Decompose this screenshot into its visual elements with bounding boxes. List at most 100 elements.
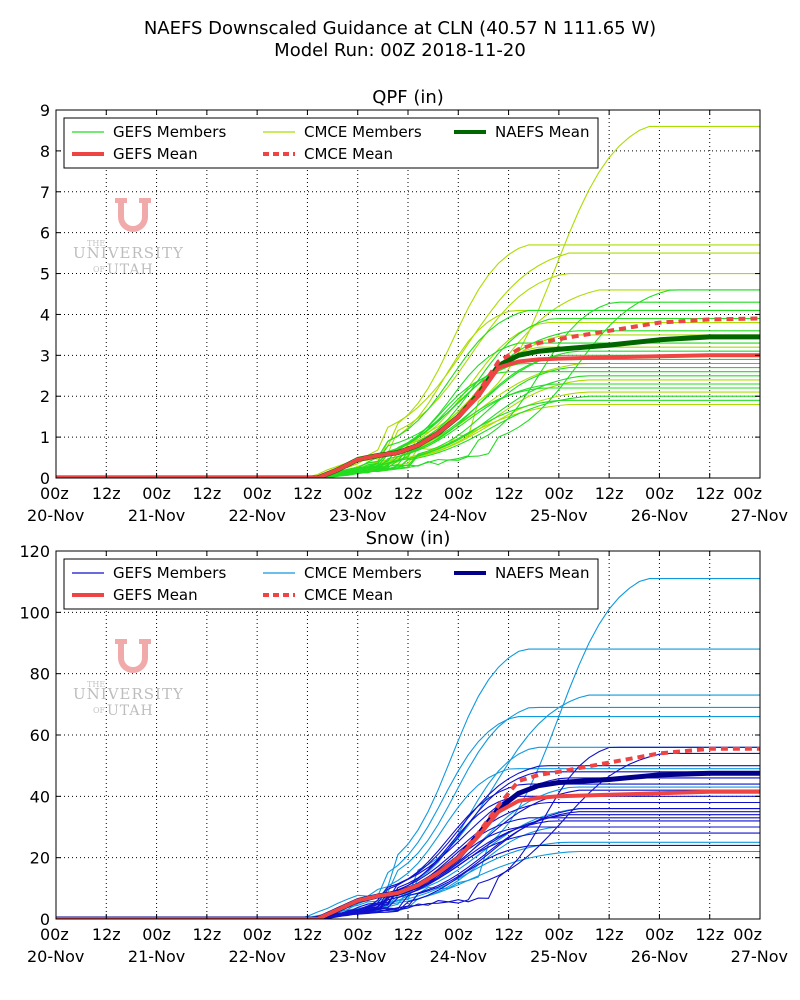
qpf-gefs-member-line bbox=[56, 289, 760, 478]
qpf-logo-text: THE bbox=[87, 239, 105, 248]
snow-xtick-label: 12z bbox=[92, 925, 121, 944]
snow-date-label: 24-Nov bbox=[430, 947, 487, 966]
qpf-gefs-member-line bbox=[56, 309, 760, 478]
qpf-gefs-member-line bbox=[56, 395, 760, 478]
qpf-date-label: 23-Nov bbox=[329, 506, 386, 525]
qpf-date-label: 21-Nov bbox=[128, 506, 185, 525]
qpf-legend-label: GEFS Members bbox=[113, 123, 226, 141]
snow-xtick-label: 00z bbox=[243, 925, 272, 944]
snow-logo-text: OF bbox=[93, 706, 106, 715]
qpf-xtick-label: 00z bbox=[40, 484, 69, 503]
snow-xtick-label: 00z bbox=[733, 925, 762, 944]
qpf-xtick-label: 00z bbox=[142, 484, 171, 503]
snow-date-label: 27-Nov bbox=[731, 947, 788, 966]
qpf-ytick-label: 0 bbox=[40, 469, 50, 488]
snow-date-label: 26-Nov bbox=[631, 947, 688, 966]
qpf-ytick-label: 9 bbox=[40, 101, 50, 120]
qpf-gefs-member-line bbox=[56, 301, 760, 478]
snow-logo-text: THE bbox=[87, 680, 105, 689]
snow-xtick-label: 12z bbox=[293, 925, 322, 944]
snow-xtick-label: 12z bbox=[695, 925, 724, 944]
qpf-xtick-label: 12z bbox=[695, 484, 724, 503]
qpf-xtick-label: 00z bbox=[444, 484, 473, 503]
snow-xtick-label: 12z bbox=[595, 925, 624, 944]
snow-xtick-label: 12z bbox=[494, 925, 523, 944]
qpf-legend bbox=[63, 117, 599, 169]
snow-gefs-member-line bbox=[56, 844, 760, 919]
snow-gefs-member-line bbox=[56, 826, 760, 919]
qpf-panel: QPF (in) 0 1 2 3 4 5 6 7 8 9 00z 12z 00z 12z 00z 12z 00z 1… bbox=[27, 87, 788, 525]
qpf-xtick-label: 12z bbox=[494, 484, 523, 503]
snow-ytick-label: 80 bbox=[30, 665, 50, 684]
snow-date-label: 21-Nov bbox=[128, 947, 185, 966]
snow-panel: Snow (in) 0 20 40 60 80 100 120 00z 12z 00z 12z 00z 1… bbox=[19, 528, 788, 966]
qpf-date-label: 24-Nov bbox=[430, 506, 487, 525]
qpf-cmce-member-line bbox=[56, 289, 760, 478]
snow-logo-text: UTAH bbox=[107, 703, 154, 719]
qpf-xtick-label: 12z bbox=[394, 484, 423, 503]
snow-ytick-label: 0 bbox=[40, 910, 50, 929]
snow-ytick-label: 120 bbox=[19, 542, 50, 561]
snow-gefs-member-line bbox=[56, 795, 760, 919]
qpf-xtick-label: 00z bbox=[733, 484, 762, 503]
qpf-xtick-label: 00z bbox=[343, 484, 372, 503]
qpf-gefs-member-line bbox=[56, 362, 760, 478]
snow-legend-label: GEFS Mean bbox=[113, 586, 198, 604]
qpf-cmce-member-line bbox=[56, 403, 760, 478]
snow-cmce-member-line bbox=[56, 768, 760, 919]
qpf-logo-text: UTAH bbox=[107, 262, 154, 278]
qpf-legend-label: CMCE Mean bbox=[304, 145, 393, 163]
snow-xtick-label: 00z bbox=[142, 925, 171, 944]
qpf-xtick-label: 00z bbox=[243, 484, 272, 503]
qpf-cmce-member-line bbox=[56, 244, 760, 478]
qpf-date-label: 20-Nov bbox=[27, 506, 84, 525]
snow-legend-label: CMCE Mean bbox=[304, 586, 393, 604]
snow-cmce-mean-line bbox=[56, 746, 760, 919]
qpf-xtick-label: 12z bbox=[92, 484, 121, 503]
snow-legend-label: NAEFS Mean bbox=[495, 564, 589, 582]
snow-gefs-member-line bbox=[56, 752, 760, 919]
qpf-ytick-label: 2 bbox=[40, 387, 50, 406]
qpf-ytick-label: 1 bbox=[40, 428, 50, 447]
snow-cmce-member-line bbox=[56, 706, 760, 919]
figure-subtitle: Model Run: 00Z 2018-11-20 bbox=[274, 40, 526, 61]
snow-members bbox=[56, 578, 760, 919]
snow-gefs-member-line bbox=[56, 811, 760, 919]
snow-gefs-member-line bbox=[56, 771, 760, 919]
qpf-legend-label: GEFS Mean bbox=[113, 145, 198, 163]
snow-ytick-label: 40 bbox=[30, 787, 50, 806]
qpf-legend-label: CMCE Members bbox=[304, 123, 422, 141]
snow-logo-text: UNIVERSITY bbox=[73, 685, 184, 703]
qpf-date-label: 25-Nov bbox=[530, 506, 587, 525]
snow-legend-label: GEFS Members bbox=[113, 564, 226, 582]
snow-gefs-member-line bbox=[56, 765, 760, 919]
snow-ytick-label: 60 bbox=[30, 726, 50, 745]
qpf-ytick-label: 5 bbox=[40, 265, 50, 284]
qpf-logo-u-shape bbox=[115, 198, 151, 232]
snow-cmce-member-line bbox=[56, 716, 760, 919]
snow-xtick-label: 00z bbox=[645, 925, 674, 944]
qpf-xtick-label: 00z bbox=[544, 484, 573, 503]
qpf-ytick-label: 3 bbox=[40, 346, 50, 365]
snow-xtick-label: 12z bbox=[394, 925, 423, 944]
qpf-ytick-label: 7 bbox=[40, 183, 50, 202]
qpf-cmce-member-line bbox=[56, 362, 760, 478]
qpf-cmce-member-line bbox=[56, 273, 760, 478]
qpf-xtick-label: 00z bbox=[645, 484, 674, 503]
snow-gefs-member-line bbox=[56, 746, 760, 919]
qpf-logo-text: OF bbox=[93, 265, 106, 274]
snow-xtick-label: 00z bbox=[343, 925, 372, 944]
qpf-gefs-member-line bbox=[56, 367, 760, 478]
qpf-gefs-member-line bbox=[56, 383, 760, 478]
qpf-date-label: 26-Nov bbox=[631, 506, 688, 525]
qpf-gefs-member-line bbox=[56, 358, 760, 478]
qpf-gefs-member-line bbox=[56, 399, 760, 478]
qpf-cmce-mean-line bbox=[56, 316, 760, 478]
snow-xtick-label: 00z bbox=[40, 925, 69, 944]
snow-date-label: 20-Nov bbox=[27, 947, 84, 966]
qpf-gefs-member-line bbox=[56, 317, 760, 478]
snow-xtick-label: 12z bbox=[192, 925, 221, 944]
snow-xtick-label: 00z bbox=[544, 925, 573, 944]
